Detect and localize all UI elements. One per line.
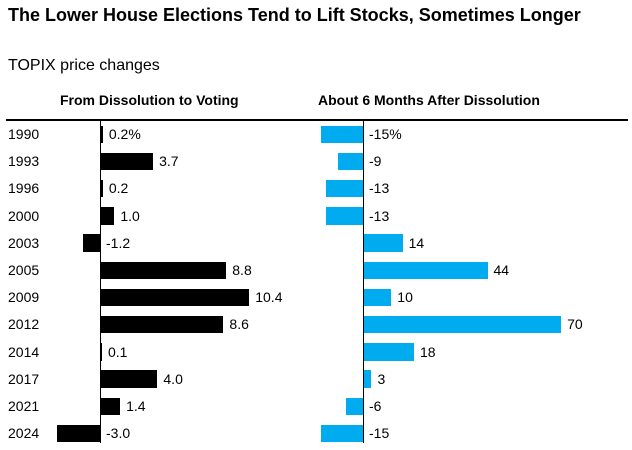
dissolution-to-voting-bar xyxy=(100,125,103,143)
year-label: 2024 xyxy=(8,425,40,442)
bar-value-label: 0.1 xyxy=(108,343,128,360)
year-label: 2000 xyxy=(8,207,40,224)
after-dissolution-bar xyxy=(326,179,363,198)
left-axis-baseline xyxy=(100,121,101,443)
year-label: 2005 xyxy=(8,262,40,278)
right-series-header: About 6 Months After Dissolution xyxy=(318,92,540,108)
bar-value-label: 3 xyxy=(377,370,386,387)
year-label: 1993 xyxy=(8,153,40,170)
bar-value-label: -15 xyxy=(369,425,390,442)
dissolution-to-voting-bar xyxy=(100,152,154,171)
bar-value-label: 70 xyxy=(567,316,583,333)
bar-value-label: 10 xyxy=(397,289,413,306)
right-axis-baseline xyxy=(363,121,364,443)
chart-row: 2021 1.4 -6 xyxy=(0,393,632,420)
year-label: 2012 xyxy=(8,316,40,333)
chart-row: 2014 0.1 18 xyxy=(0,339,632,366)
bar-value-label: 10.4 xyxy=(255,289,283,306)
chart-row: 2017 4.0 3 xyxy=(0,366,632,393)
bar-value-label: 44 xyxy=(493,262,510,278)
chart-row: 2024 -3.0 -15 xyxy=(0,420,632,447)
dissolution-to-voting-bar xyxy=(100,261,227,279)
dissolution-to-voting-bar xyxy=(100,207,115,225)
header-rule xyxy=(6,119,628,121)
year-label: 2021 xyxy=(8,398,40,414)
year-label: 2003 xyxy=(8,234,40,251)
dissolution-to-voting-bar xyxy=(100,179,103,198)
dissolution-to-voting-bar xyxy=(100,370,158,388)
dissolution-to-voting-bar xyxy=(100,343,102,361)
bar-value-label: 8.6 xyxy=(229,316,249,333)
bar-value-label: 1.0 xyxy=(120,207,140,224)
bar-value-label: 3.7 xyxy=(159,153,179,170)
dissolution-to-voting-bar xyxy=(82,234,100,252)
bar-value-label: -13 xyxy=(369,180,390,197)
chart-row: 2005 8.8 44 xyxy=(0,257,632,284)
after-dissolution-bar xyxy=(320,424,363,443)
after-dissolution-bar xyxy=(363,261,488,279)
chart-row: 2000 1.0 -13 xyxy=(0,203,632,230)
chart-subtitle: TOPIX price changes xyxy=(8,57,160,74)
year-label: 1990 xyxy=(8,126,40,142)
chart-row: 1996 0.2 -13 xyxy=(0,175,632,202)
dissolution-to-voting-bar xyxy=(56,424,100,443)
bar-value-label: -15% xyxy=(369,126,402,142)
year-label: 2009 xyxy=(8,289,40,306)
left-series-header: From Dissolution to Voting xyxy=(60,92,239,108)
chart-row: 2012 8.6 70 xyxy=(0,311,632,338)
chart-title: The Lower House Elections Tend to Lift S… xyxy=(8,5,581,25)
after-dissolution-bar xyxy=(363,234,403,252)
bar-value-label: 18 xyxy=(419,343,436,360)
bar-value-label: -1.2 xyxy=(106,234,131,251)
bar-value-label: -6 xyxy=(369,398,382,414)
bar-value-label: -9 xyxy=(369,153,382,170)
dissolution-to-voting-bar xyxy=(100,288,250,307)
year-label: 2014 xyxy=(8,343,40,360)
chart-row: 2009 10.4 10 xyxy=(0,284,632,311)
chart-row: 2003 -1.2 14 xyxy=(0,230,632,257)
bar-value-label: 8.8 xyxy=(232,262,252,278)
year-label: 1996 xyxy=(8,180,40,197)
after-dissolution-bar xyxy=(326,207,363,225)
after-dissolution-bar xyxy=(363,315,562,334)
bar-value-label: 14 xyxy=(408,234,425,251)
after-dissolution-bar xyxy=(346,397,363,415)
bar-value-label: 1.4 xyxy=(126,398,146,414)
after-dissolution-bar xyxy=(363,370,372,388)
after-dissolution-bar xyxy=(337,152,363,171)
after-dissolution-bar xyxy=(363,288,392,307)
after-dissolution-bar xyxy=(320,125,363,143)
year-label: 2017 xyxy=(8,370,40,387)
after-dissolution-bar xyxy=(363,343,414,361)
bar-value-label: 0.2 xyxy=(108,180,129,197)
chart-row: 1990 0.2% -15% xyxy=(0,121,632,148)
chart-rows: 1990 0.2% -15% 1993 3.7 -9 1996 0.2 -13 2000 1.0 -1… xyxy=(0,121,632,448)
dissolution-to-voting-bar xyxy=(100,397,121,415)
chart-row: 1993 3.7 -9 xyxy=(0,148,632,175)
bar-value-label: -13 xyxy=(369,207,390,224)
bar-value-label: 0.2% xyxy=(108,126,141,142)
dissolution-to-voting-bar xyxy=(100,315,224,334)
bar-value-label: -3.0 xyxy=(106,425,131,442)
bar-value-label: 4.0 xyxy=(163,370,183,387)
